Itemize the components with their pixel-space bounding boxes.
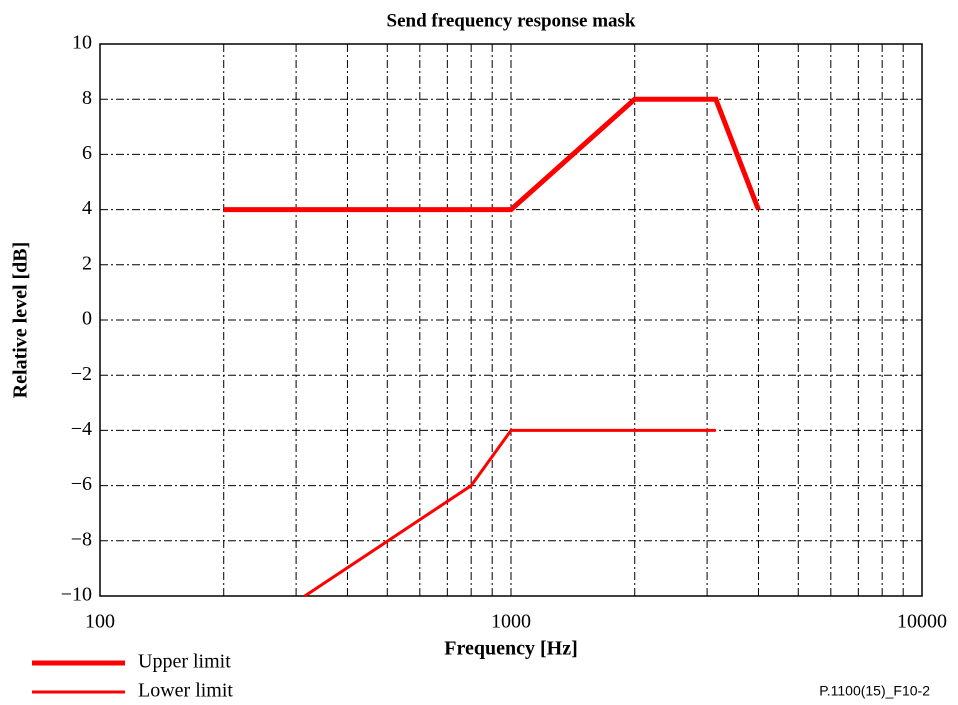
x-tick-label: 10000 bbox=[897, 611, 947, 633]
y-tick-label: −8 bbox=[71, 528, 92, 550]
data-line bbox=[223, 96, 761, 213]
y-tick-label: 4 bbox=[82, 197, 92, 219]
footnote: P.1100(15)_F10-2 bbox=[819, 683, 930, 699]
y-tick-label: 0 bbox=[82, 308, 92, 330]
y-tick-label: 10 bbox=[72, 32, 92, 54]
legend-label: Upper limit bbox=[138, 651, 231, 673]
x-tick-label: 100 bbox=[85, 611, 115, 633]
legend-label: Lower limit bbox=[138, 680, 233, 702]
plot-frame bbox=[99, 43, 923, 597]
y-tick-label: −4 bbox=[71, 418, 92, 440]
y-tick-label: −10 bbox=[61, 584, 92, 606]
y-tick-label: 2 bbox=[82, 252, 92, 274]
y-tick-label: −2 bbox=[71, 363, 92, 385]
x-tick-label: 1000 bbox=[491, 611, 531, 633]
chart-title: Send frequency response mask bbox=[387, 10, 636, 31]
y-tick-label: −6 bbox=[71, 473, 92, 495]
y-axis-label: Relative level [dB] bbox=[10, 242, 32, 399]
y-tick-label: 8 bbox=[82, 87, 92, 109]
y-tick-label: 6 bbox=[82, 142, 92, 164]
data-line bbox=[303, 428, 716, 598]
x-axis-label: Frequency [Hz] bbox=[444, 638, 578, 660]
